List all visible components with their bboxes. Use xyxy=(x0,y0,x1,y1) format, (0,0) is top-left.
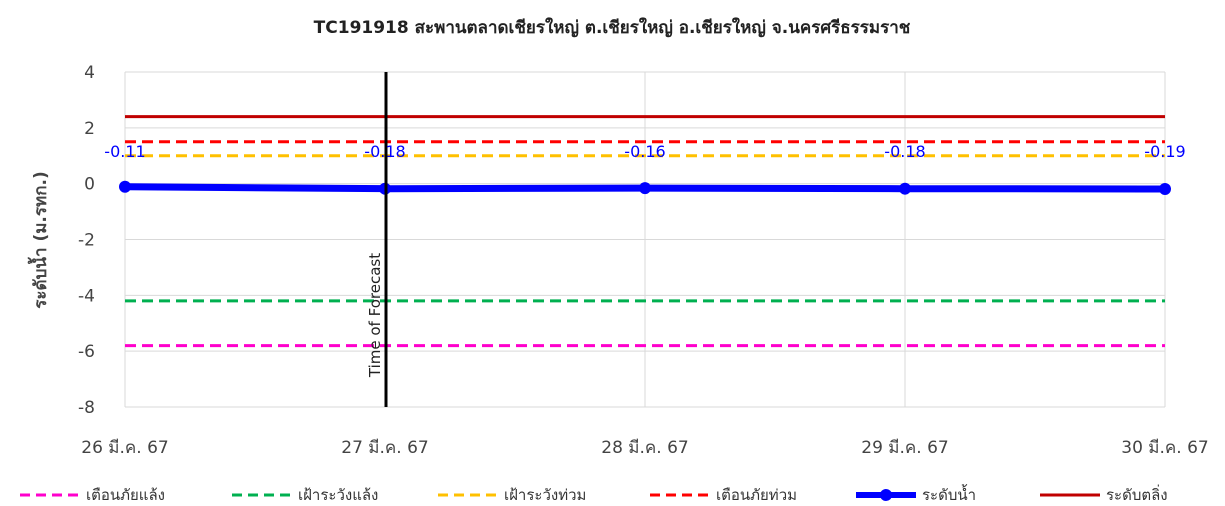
x-tick-label: 30 มี.ค. 67 xyxy=(1121,438,1208,458)
x-axis-ticks: 26 มี.ค. 67 27 มี.ค. 67 28 มี.ค. 67 29 มี.ค… xyxy=(81,438,1208,458)
series-lines xyxy=(119,115,1171,348)
data-label: -0.11 xyxy=(104,142,145,161)
legend-label: ระดับน้ำ xyxy=(922,484,976,504)
y-tick-label: 0 xyxy=(84,175,95,195)
x-tick-label: 29 มี.ค. 67 xyxy=(861,438,948,458)
data-labels: -0.11 -0.18 -0.16 -0.18 -0.19 xyxy=(104,142,1185,161)
legend-marker xyxy=(880,489,892,501)
y-axis-label: ระดับน้ำ (ม.รทก.) xyxy=(27,171,51,308)
y-tick-label: -8 xyxy=(78,398,95,418)
y-tick-label: 2 xyxy=(84,119,95,139)
legend-label: ระดับตลิ่ง xyxy=(1106,484,1168,504)
legend-label: เฝ้าระวังท่วม xyxy=(504,486,586,504)
data-label: -0.18 xyxy=(884,142,925,161)
data-label: -0.19 xyxy=(1144,142,1185,161)
forecast-label: Time of Forecast xyxy=(366,253,384,378)
chart-title: TC191918 สะพานตลาดเชียรใหญ่ ต.เชียรใหญ่ … xyxy=(314,17,911,38)
data-label: -0.18 xyxy=(364,142,405,161)
grid-lines xyxy=(124,71,1166,408)
legend-label: เฝ้าระวังแล้ง xyxy=(298,486,378,504)
water-level-point xyxy=(119,180,131,193)
x-tick-label: 26 มี.ค. 67 xyxy=(81,438,168,458)
data-label: -0.16 xyxy=(624,142,665,161)
legend: เตือนภัยแล้ง เฝ้าระวังแล้ง เฝ้าระวังท่วม เต… xyxy=(20,484,1168,504)
water-level-point xyxy=(639,182,651,195)
x-tick-label: 28 มี.ค. 67 xyxy=(601,438,688,458)
y-axis-ticks: 4 2 0 -2 -4 -6 -8 xyxy=(78,63,95,418)
water-level-point xyxy=(899,182,911,195)
legend-label: เตือนภัยแล้ง xyxy=(86,486,165,504)
forecast-marker: Time of Forecast xyxy=(366,72,388,407)
y-tick-label: -6 xyxy=(78,342,95,362)
y-tick-label: -2 xyxy=(78,231,95,251)
x-tick-label: 27 มี.ค. 67 xyxy=(341,438,428,458)
water-level-point xyxy=(1159,182,1171,195)
legend-label: เตือนภัยท่วม xyxy=(716,486,797,504)
y-tick-label: -4 xyxy=(78,286,95,306)
y-tick-label: 4 xyxy=(84,63,95,83)
